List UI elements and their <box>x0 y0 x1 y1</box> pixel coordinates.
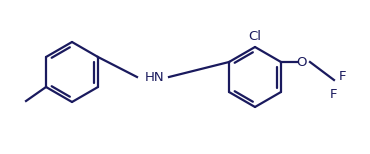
Text: F: F <box>330 88 337 101</box>
Text: O: O <box>297 55 307 69</box>
Text: HN: HN <box>145 71 165 83</box>
Text: Cl: Cl <box>249 30 262 43</box>
Text: F: F <box>339 69 346 83</box>
